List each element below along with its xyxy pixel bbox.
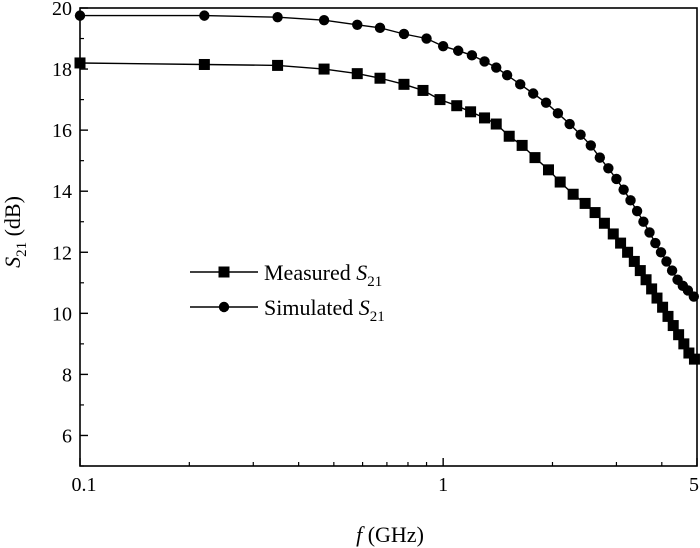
- x-tick-label: 0.1: [72, 474, 97, 496]
- data-point-circle: [644, 227, 655, 238]
- data-point-square: [662, 310, 674, 322]
- data-point-square: [74, 57, 86, 69]
- legend-marker: [218, 301, 230, 313]
- axis-ticks: 6 8 10 12 14 16 18 20 0.1 1 5: [52, 0, 699, 496]
- data-point-square: [567, 188, 579, 200]
- data-point-circle: [452, 45, 464, 56]
- data-point-circle: [552, 108, 564, 119]
- data-point-circle: [466, 50, 478, 61]
- y-tick-label: 14: [52, 181, 72, 203]
- data-point-square: [272, 59, 284, 71]
- data-point-circle: [625, 195, 636, 206]
- data-point-circle: [491, 62, 502, 73]
- data-point-square: [683, 347, 695, 359]
- legend: Measured S21 Simulated S21: [190, 260, 385, 325]
- data-point-square: [516, 139, 528, 151]
- data-point-square: [622, 246, 634, 258]
- data-point-circle: [352, 19, 363, 30]
- y-tick-label: 10: [52, 303, 72, 325]
- data-point-circle: [575, 129, 586, 140]
- data-point-square: [657, 301, 669, 313]
- data-point-square: [529, 152, 541, 164]
- series-2: [74, 10, 700, 302]
- data-point-square: [479, 112, 491, 124]
- series-layer: [74, 10, 700, 365]
- data-point-circle: [650, 237, 661, 249]
- data-point-square: [651, 292, 663, 304]
- data-point-circle: [564, 118, 575, 130]
- data-point-circle: [374, 22, 386, 34]
- data-point-square: [673, 329, 685, 341]
- data-point-square: [554, 176, 566, 188]
- data-point-square: [490, 118, 502, 130]
- data-point-circle: [501, 69, 513, 81]
- data-point-square: [417, 84, 429, 96]
- legend-label: Simulated S21: [264, 295, 385, 325]
- data-point-square: [198, 58, 210, 70]
- legend-item-1: Measured S21: [190, 260, 382, 290]
- legend-marker: [218, 266, 230, 278]
- data-point-circle: [666, 265, 678, 276]
- data-point-circle: [421, 33, 432, 44]
- data-point-square: [615, 237, 627, 249]
- data-point-square: [678, 338, 690, 350]
- data-point-circle: [585, 140, 597, 151]
- x-axis-label: f (GHz): [356, 522, 424, 547]
- x-tick-label: 1: [438, 474, 448, 496]
- data-point-circle: [437, 40, 449, 52]
- data-point-circle: [540, 97, 552, 108]
- data-point-square: [318, 63, 330, 75]
- y-axis-label: S21 (dB): [0, 196, 30, 268]
- series-line: [79, 62, 696, 360]
- data-point-circle: [661, 256, 672, 267]
- data-point-square: [640, 274, 652, 286]
- data-point-square: [374, 72, 386, 84]
- data-point-circle: [594, 152, 606, 163]
- y-tick-label: 18: [52, 59, 72, 81]
- plot-frame: [79, 7, 698, 467]
- y-tick-label: 6: [62, 425, 72, 447]
- data-point-square: [503, 130, 515, 142]
- y-tick-label: 12: [52, 242, 72, 264]
- data-point-square: [646, 283, 658, 295]
- data-point-square: [667, 320, 679, 332]
- data-point-circle: [688, 291, 700, 302]
- data-point-circle: [528, 88, 539, 99]
- data-point-circle: [74, 10, 86, 21]
- data-point-circle: [611, 173, 622, 185]
- data-point-square: [434, 94, 446, 106]
- data-point-circle: [631, 205, 643, 217]
- y-tick-label: 20: [52, 0, 72, 20]
- data-point-circle: [618, 184, 629, 195]
- data-point-circle: [199, 10, 210, 21]
- plot-border: [79, 7, 698, 467]
- data-point-circle: [515, 79, 526, 90]
- data-point-square: [589, 207, 601, 219]
- data-point-square: [398, 78, 410, 90]
- data-point-square: [451, 100, 463, 112]
- series-1: [74, 57, 700, 365]
- data-point-circle: [272, 11, 283, 23]
- data-point-square: [579, 197, 591, 209]
- data-point-circle: [655, 247, 667, 258]
- data-point-square: [598, 217, 610, 229]
- y-tick-label: 16: [52, 120, 72, 142]
- data-point-circle: [398, 28, 410, 40]
- data-point-circle: [603, 163, 614, 174]
- data-point-square: [542, 164, 554, 176]
- data-point-square: [351, 68, 363, 80]
- legend-label: Measured S21: [264, 260, 382, 290]
- data-point-circle: [638, 216, 649, 227]
- data-point-square: [465, 106, 477, 118]
- data-point-circle: [479, 56, 490, 67]
- data-point-circle: [318, 15, 330, 26]
- x-tick-label: 5: [689, 474, 699, 496]
- data-point-square: [607, 228, 619, 240]
- legend-item-2: Simulated S21: [190, 295, 385, 325]
- data-point-square: [634, 265, 646, 277]
- data-point-square: [688, 353, 700, 365]
- y-tick-label: 8: [62, 364, 72, 386]
- data-point-square: [628, 255, 640, 267]
